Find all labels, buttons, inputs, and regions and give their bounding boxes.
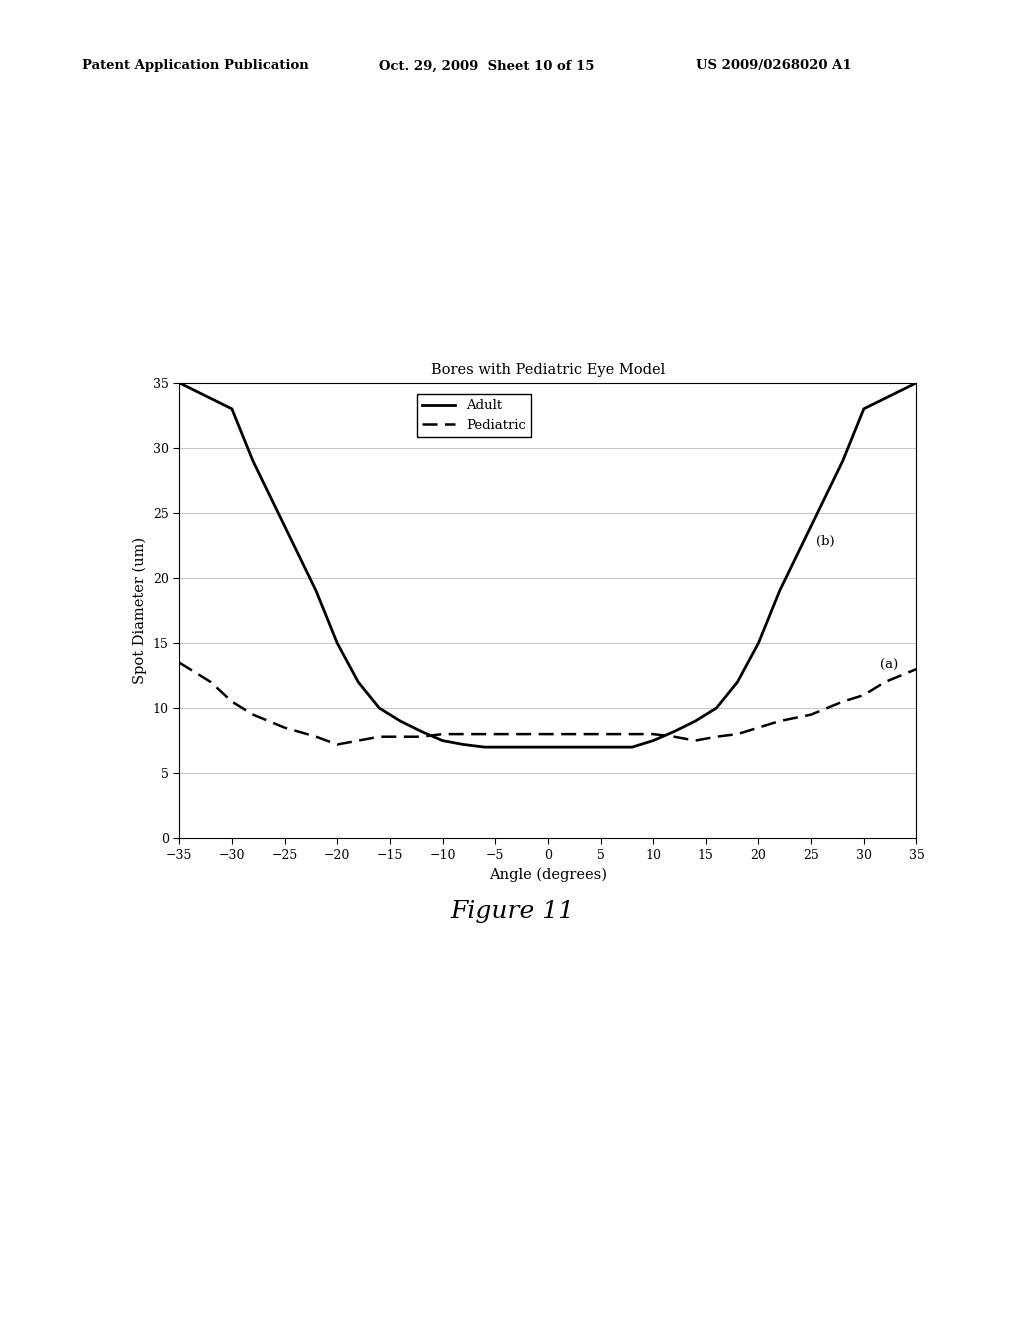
Adult (520, 739, 532, 755)
Pediatric (805, 706, 817, 722)
Y-axis label: Spot Diameter (um): Spot Diameter (um) (133, 537, 147, 684)
Pediatric (225, 694, 238, 710)
Pediatric (310, 729, 323, 744)
Adult (500, 739, 512, 755)
Adult (225, 401, 238, 417)
Pediatric (711, 729, 723, 744)
Pediatric (416, 729, 428, 744)
Pediatric (563, 726, 575, 742)
Adult (731, 675, 743, 690)
Pediatric (689, 733, 701, 748)
Adult (247, 453, 259, 469)
Line: Adult: Adult (179, 383, 916, 747)
Text: Figure 11: Figure 11 (450, 900, 574, 923)
Adult (647, 733, 659, 748)
Pediatric (478, 726, 490, 742)
Adult (173, 375, 185, 391)
Adult (805, 517, 817, 533)
Adult (542, 739, 554, 755)
Pediatric (910, 661, 923, 677)
Adult (605, 739, 617, 755)
Pediatric (500, 726, 512, 742)
Pediatric (879, 675, 891, 690)
Adult (711, 700, 723, 715)
Adult (458, 737, 470, 752)
Pediatric (373, 729, 385, 744)
Pediatric (753, 719, 765, 735)
Pediatric (647, 726, 659, 742)
Adult (910, 375, 923, 391)
Adult (279, 517, 291, 533)
Text: (b): (b) (816, 536, 835, 548)
Adult (394, 713, 407, 729)
Pediatric (731, 726, 743, 742)
Adult (837, 453, 849, 469)
Adult (626, 739, 638, 755)
Pediatric (352, 733, 365, 748)
X-axis label: Angle (degrees): Angle (degrees) (488, 867, 607, 882)
Pediatric (837, 694, 849, 710)
Text: Oct. 29, 2009  Sheet 10 of 15: Oct. 29, 2009 Sheet 10 of 15 (379, 59, 594, 73)
Pediatric (331, 737, 343, 752)
Pediatric (520, 726, 532, 742)
Adult (668, 723, 680, 739)
Adult (373, 700, 385, 715)
Pediatric (605, 726, 617, 742)
Adult (331, 635, 343, 651)
Pediatric (542, 726, 554, 742)
Adult (478, 739, 490, 755)
Pediatric (668, 729, 680, 744)
Adult (753, 635, 765, 651)
Adult (563, 739, 575, 755)
Pediatric (436, 726, 449, 742)
Pediatric (773, 713, 785, 729)
Title: Bores with Pediatric Eye Model: Bores with Pediatric Eye Model (431, 363, 665, 378)
Pediatric (173, 655, 185, 671)
Adult (773, 583, 785, 599)
Legend: Adult, Pediatric: Adult, Pediatric (417, 393, 531, 437)
Pediatric (626, 726, 638, 742)
Adult (416, 723, 428, 739)
Pediatric (584, 726, 596, 742)
Pediatric (247, 706, 259, 722)
Pediatric (279, 719, 291, 735)
Pediatric (458, 726, 470, 742)
Adult (436, 733, 449, 748)
Pediatric (205, 675, 217, 690)
Line: Pediatric: Pediatric (179, 663, 916, 744)
Adult (310, 583, 323, 599)
Pediatric (858, 688, 870, 704)
Adult (858, 401, 870, 417)
Adult (352, 675, 365, 690)
Text: (a): (a) (880, 659, 898, 672)
Adult (584, 739, 596, 755)
Pediatric (394, 729, 407, 744)
Text: US 2009/0268020 A1: US 2009/0268020 A1 (696, 59, 852, 73)
Text: Patent Application Publication: Patent Application Publication (82, 59, 308, 73)
Adult (689, 713, 701, 729)
